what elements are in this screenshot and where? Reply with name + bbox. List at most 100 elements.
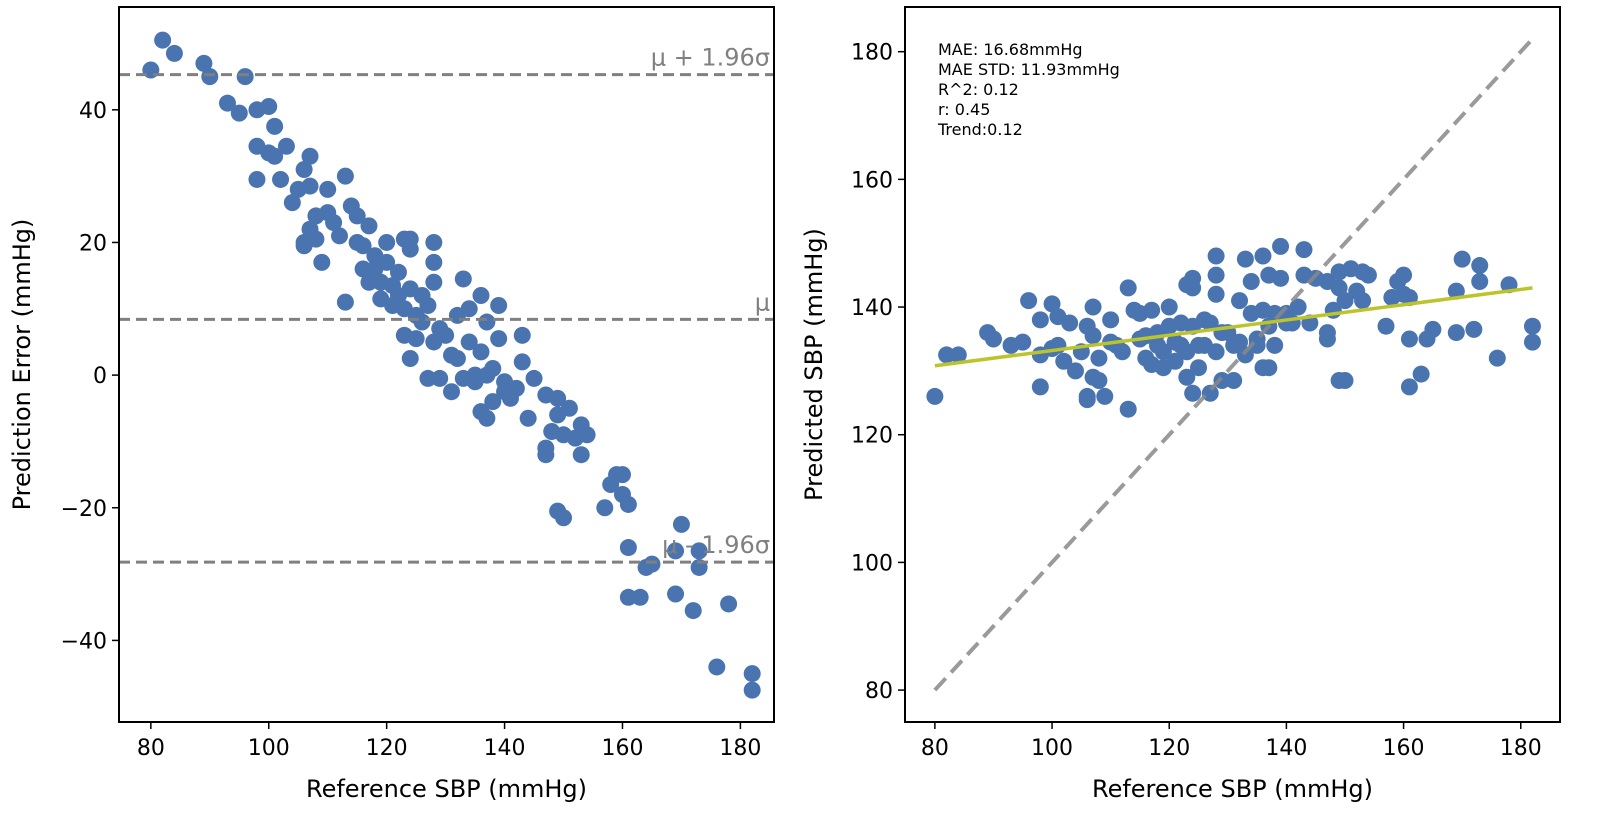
- data-point: [484, 393, 502, 411]
- data-point: [437, 326, 455, 344]
- data-point: [354, 237, 372, 255]
- data-point: [484, 359, 502, 377]
- data-point: [1272, 269, 1290, 287]
- data-point: [938, 346, 956, 364]
- data-point: [448, 350, 466, 368]
- trend-line: [934, 286, 1533, 368]
- data-point: [378, 253, 396, 271]
- data-point: [425, 273, 443, 291]
- data-point: [572, 446, 590, 464]
- data-point: [454, 270, 472, 288]
- data-point: [619, 539, 637, 557]
- data-point: [1400, 378, 1418, 396]
- data-point: [1260, 359, 1278, 377]
- x-tick-label: 140: [484, 736, 526, 761]
- data-point: [1154, 343, 1172, 361]
- data-point: [613, 466, 631, 484]
- data-point: [513, 326, 531, 344]
- stats-annotation: R^2: 0.12: [938, 80, 1019, 99]
- data-point: [1201, 314, 1219, 332]
- data-point: [360, 217, 378, 235]
- data-point: [472, 287, 490, 305]
- data-point: [1412, 365, 1430, 383]
- data-point: [1184, 269, 1202, 287]
- x-tick-label: 100: [1031, 736, 1073, 761]
- data-point: [549, 389, 567, 407]
- reference-line-label: μ + 1.96σ: [651, 44, 770, 72]
- data-point: [1184, 384, 1202, 402]
- stats-annotation: MAE STD: 11.93mmHg: [938, 60, 1120, 79]
- data-point: [1359, 266, 1377, 284]
- data-point: [1377, 317, 1395, 335]
- data-point: [1424, 320, 1442, 338]
- y-tick-label: 100: [851, 551, 893, 576]
- data-point: [1453, 250, 1471, 268]
- data-point: [460, 300, 478, 318]
- x-axis-label: Reference SBP (mmHg): [306, 775, 587, 803]
- data-point: [684, 602, 702, 620]
- data-point: [260, 97, 278, 115]
- plot-frame: [118, 6, 775, 723]
- y-axis-label: Prediction Error (mmHg): [8, 219, 36, 511]
- data-point: [165, 44, 183, 62]
- data-point: [1231, 292, 1249, 310]
- data-point: [1295, 241, 1313, 259]
- data-point: [1014, 333, 1032, 351]
- data-point: [1066, 362, 1084, 380]
- data-point: [490, 330, 508, 348]
- stats-annotation: r: 0.45: [938, 100, 990, 119]
- data-point: [1266, 336, 1284, 354]
- data-point: [1160, 298, 1178, 316]
- x-tick-label: 120: [1148, 736, 1190, 761]
- data-point: [201, 68, 219, 86]
- data-point: [560, 399, 578, 417]
- data-point: [1207, 285, 1225, 303]
- data-point: [1231, 333, 1249, 351]
- data-point: [1523, 317, 1541, 335]
- data-point: [266, 117, 284, 135]
- data-point: [743, 665, 761, 683]
- data-point: [295, 161, 313, 178]
- data-point: [319, 180, 337, 198]
- data-point: [1020, 292, 1038, 310]
- data-point: [336, 167, 354, 185]
- data-point: [301, 177, 319, 195]
- data-point: [578, 426, 596, 444]
- data-point: [1225, 371, 1243, 389]
- data-point: [1031, 311, 1049, 329]
- data-point: [1488, 349, 1506, 367]
- data-point: [195, 54, 213, 72]
- data-point: [1090, 349, 1108, 367]
- data-point: [1330, 279, 1348, 297]
- data-point: [230, 104, 248, 122]
- x-tick-label: 160: [601, 736, 643, 761]
- data-point: [272, 170, 290, 188]
- y-tick-label: −20: [61, 497, 107, 522]
- data-point: [643, 555, 661, 573]
- data-point: [336, 293, 354, 311]
- bland-altman-plot: μ + 1.96σ μ μ - 1.96σ 80 100 120 140 160 180 −40 −…: [8, 6, 775, 803]
- data-point: [325, 214, 343, 232]
- data-point: [984, 330, 1002, 348]
- y-axis-label: Predicted SBP (mmHg): [800, 228, 828, 501]
- data-point: [1289, 298, 1307, 316]
- y-tick-label: 140: [851, 296, 893, 321]
- data-point: [1102, 311, 1120, 329]
- data-point: [1318, 330, 1336, 348]
- data-point: [1113, 343, 1131, 361]
- data-point: [1055, 352, 1073, 370]
- data-point: [431, 369, 449, 387]
- data-point: [283, 194, 301, 212]
- data-point: [619, 495, 637, 513]
- x-tick-label: 120: [366, 736, 408, 761]
- data-point: [1471, 257, 1489, 275]
- data-point: [1084, 327, 1102, 345]
- data-point: [1523, 333, 1541, 351]
- y-tick-label: −40: [61, 629, 107, 654]
- data-point: [248, 170, 266, 188]
- data-point: [1166, 352, 1184, 370]
- data-point: [596, 499, 614, 517]
- y-tick-label: 180: [851, 41, 893, 66]
